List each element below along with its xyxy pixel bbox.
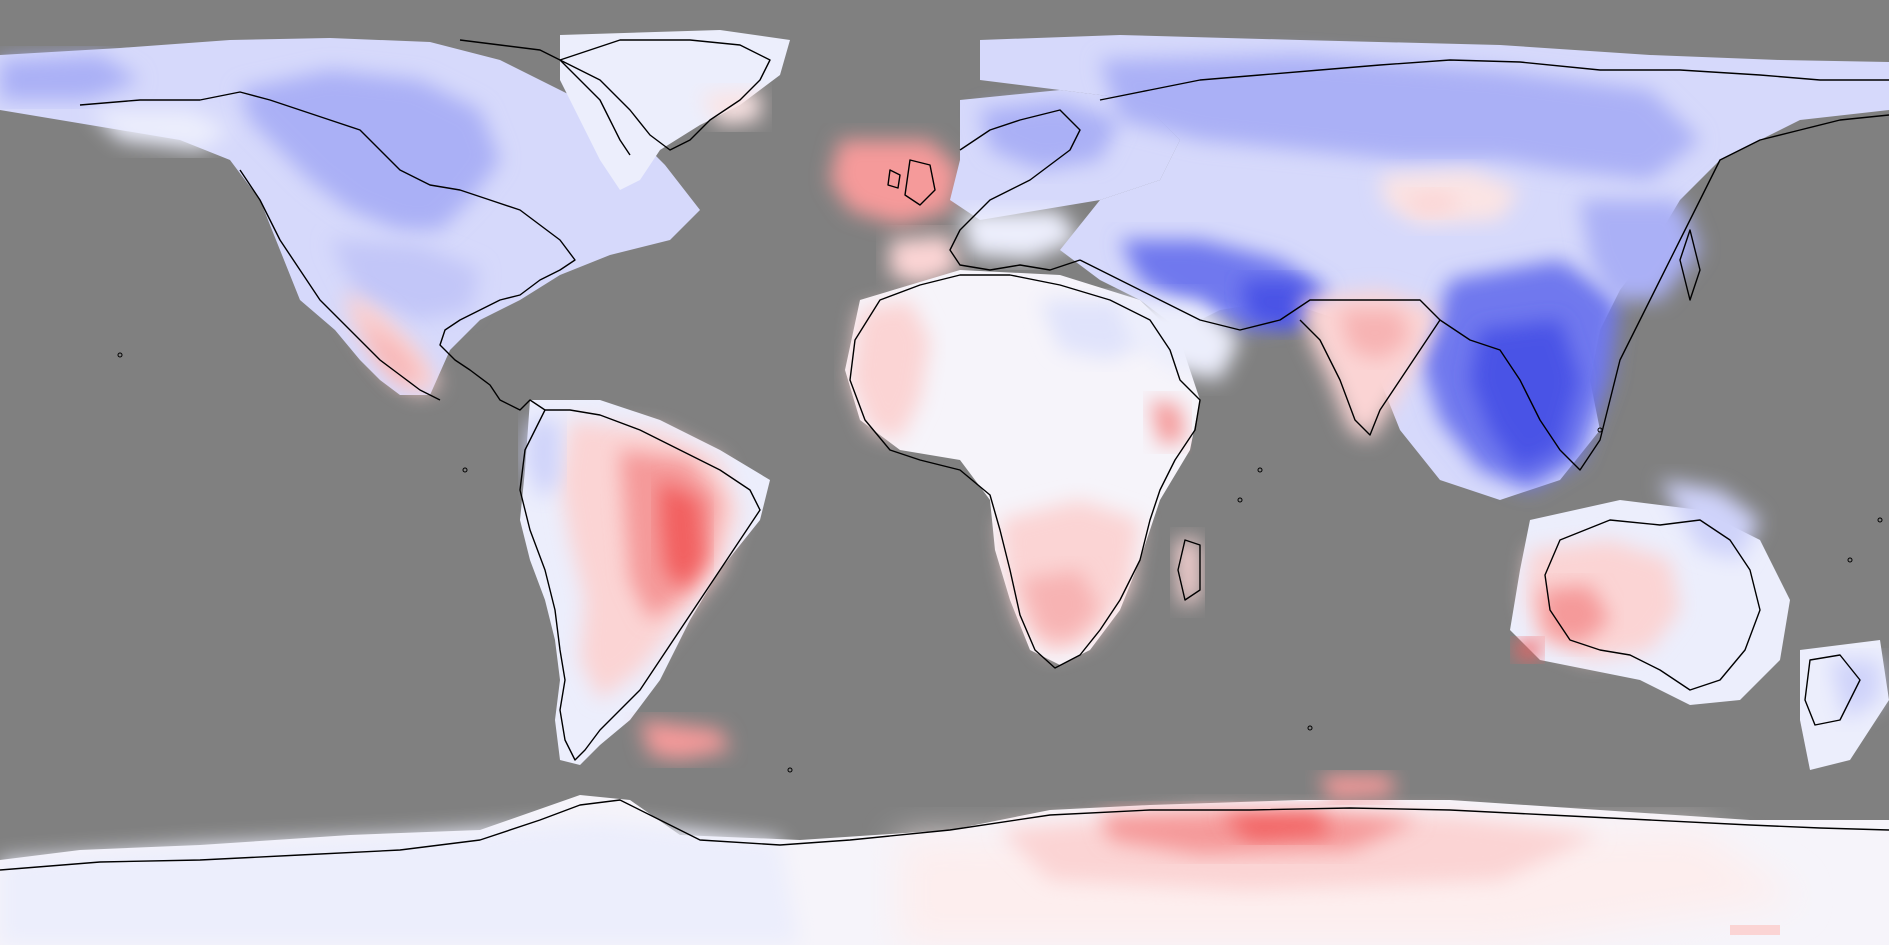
region-asia bbox=[980, 35, 1889, 500]
region-south-america bbox=[520, 400, 770, 765]
coastlines bbox=[0, 39, 1889, 871]
region-africa bbox=[845, 270, 1200, 665]
region-north-america bbox=[0, 38, 700, 395]
region-europe bbox=[830, 90, 1180, 285]
region-antarctica bbox=[0, 775, 1889, 945]
islands bbox=[117, 352, 1883, 773]
